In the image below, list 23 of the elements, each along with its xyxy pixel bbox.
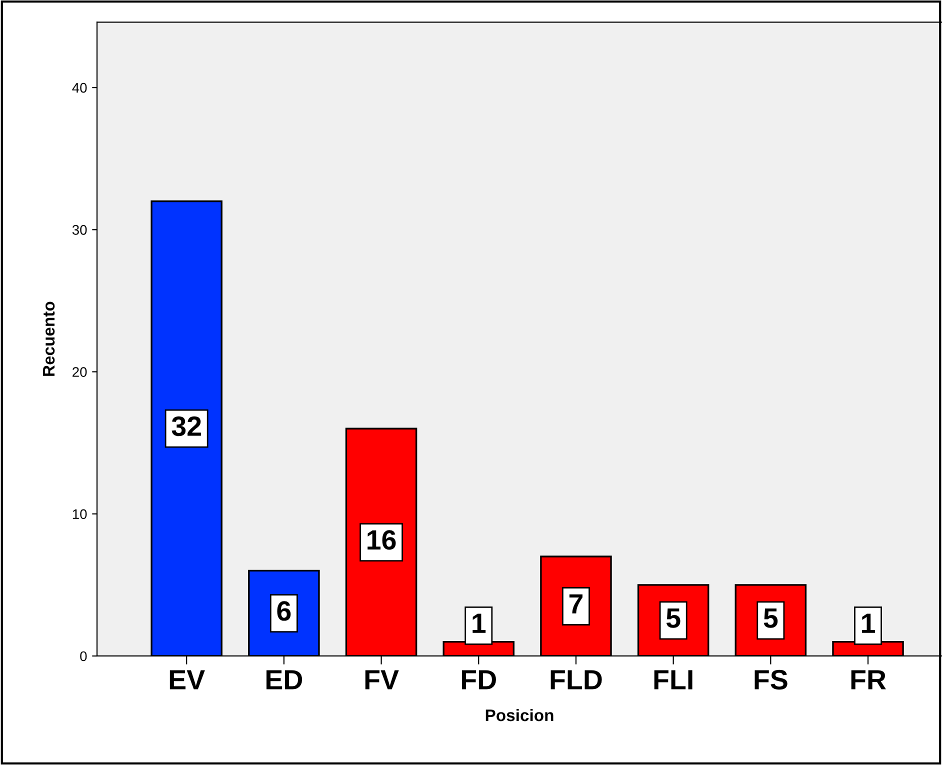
x-tick-label: FD	[462, 670, 496, 690]
data-label: 7	[569, 594, 582, 614]
y-tick-label: 30	[72, 224, 87, 235]
y-axis-title: Recuento	[43, 302, 55, 376]
x-tick-label: FLI	[654, 670, 692, 690]
data-label: 1	[862, 614, 875, 633]
data-label: 1	[472, 614, 486, 633]
x-tick-label: FV	[365, 670, 399, 690]
data-label: 16	[368, 530, 396, 550]
x-tick-label: FR	[851, 670, 886, 690]
x-tick-label: FS	[754, 670, 788, 690]
y-tick-label: 10	[72, 509, 87, 520]
data-label: 5	[764, 608, 778, 628]
data-label: 32	[172, 416, 201, 436]
x-tick-label: ED	[266, 670, 302, 690]
y-tick-label: 20	[72, 367, 87, 377]
x-tick-label: EV	[170, 670, 205, 690]
x-tick-label: FLD	[550, 670, 602, 690]
y-tick-label: 0	[80, 651, 87, 662]
y-tick-label: 40	[72, 82, 87, 93]
x-axis-title: Posicion	[486, 708, 554, 722]
data-label: 6	[277, 601, 291, 621]
data-label: 5	[666, 608, 680, 628]
